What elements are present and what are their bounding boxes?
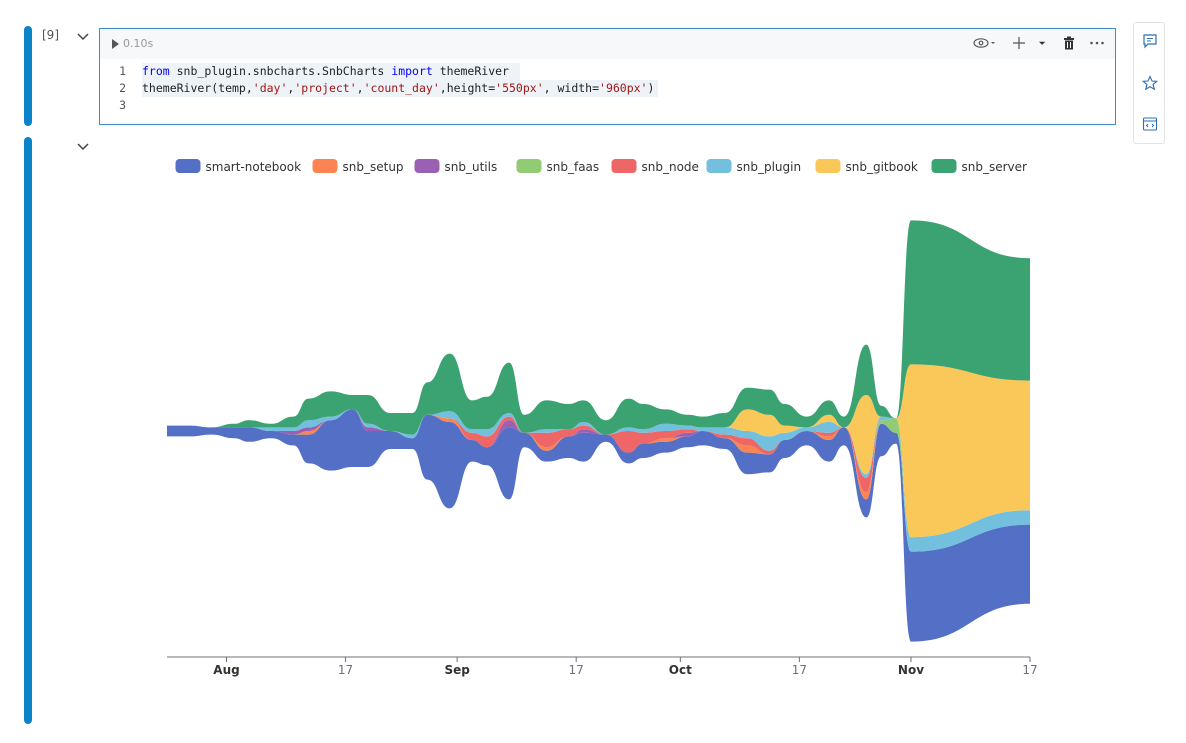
code-token: , [356,81,364,95]
stream-snb_plugin[interactable] [167,409,1030,552]
legend-label: snb_server [962,160,1028,174]
code-icon[interactable] [1142,116,1158,132]
x-tick-label: 17 [792,663,807,677]
code-token: 'day' [252,81,288,95]
code-line[interactable]: 2 themeRiver(temp,'day','project','count_… [100,80,1115,97]
legend-item[interactable]: snb_gitbook [815,159,918,174]
stream-smart-notebook[interactable] [167,409,1030,642]
code-token: , width= [543,81,600,95]
caret-down-icon[interactable] [1039,35,1049,51]
legend-swatch [516,159,542,173]
line-number: 2 [119,81,126,95]
stream-snb_gitbook[interactable] [167,364,1030,538]
legend-label: snb_node [642,160,699,174]
output-selection-bar[interactable] [24,137,32,724]
legend-item[interactable]: snb_faas [516,159,600,174]
x-tick-label: 17 [338,663,353,677]
eye-icon[interactable] [973,35,989,51]
legend-item[interactable]: smart-notebook [175,159,302,174]
more-icon[interactable] [1089,35,1105,51]
code-text: themeRiver(temp,'day','project','count_d… [142,80,659,97]
caret-down-icon[interactable] [991,35,999,51]
legend-swatch [611,159,637,173]
legend-swatch [815,159,841,173]
stream-snb_server[interactable] [167,220,1030,435]
code-token: import [391,64,433,78]
line-number: 3 [119,98,126,112]
legend-item[interactable]: snb_plugin [706,159,802,174]
star-icon[interactable] [1142,75,1158,91]
legend-label: snb_gitbook [846,160,918,174]
legend-label: snb_plugin [737,160,802,174]
run-info: 0.10s [112,37,153,50]
comment-icon[interactable] [1142,33,1158,49]
x-tick-label: Nov [898,663,924,677]
legend-swatch [175,159,201,173]
code-token: themeRiver [432,64,516,78]
cell-toolbar-icons [973,35,1105,51]
legend-label: snb_utils [445,160,498,174]
legend-item[interactable]: snb_utils [414,159,498,174]
code-cell[interactable]: 0.10s [99,28,1116,125]
legend-swatch [414,159,440,173]
code-token: '550px' [495,81,544,95]
code-line[interactable]: 3 [100,97,1115,114]
chevron-down-icon[interactable] [76,30,90,44]
code-text: from snb_plugin.snbcharts.SnbCharts impo… [142,63,520,80]
plus-icon[interactable] [1011,35,1027,51]
code-token: 'project' [294,81,357,95]
code-token: '960px' [599,81,648,95]
legend-swatch [312,159,338,173]
run-triangle-icon[interactable] [112,38,119,49]
code-token: , [287,81,295,95]
code-token: ) [647,81,655,95]
run-time: 0.10s [123,37,154,50]
legend-swatch [706,159,732,173]
code-line[interactable]: 1 from snb_plugin.snbcharts.SnbCharts imp… [100,63,1115,80]
chart-streams [167,220,1030,642]
x-tick-label: Aug [213,663,239,677]
chart-legend: smart-notebook snb_setup snb_utils snb_faas… [175,159,1028,174]
code-token: themeRiver(temp, [142,81,253,95]
cell-selection-bar[interactable] [24,26,32,126]
code-editor[interactable]: 1 from snb_plugin.snbcharts.SnbCharts imp… [100,63,1115,114]
x-axis: Aug 17 Sep 17 Oct 17 Nov 17 [167,656,1038,677]
legend-label: snb_setup [343,160,404,174]
code-token: from [142,64,170,78]
x-tick-label: Oct [669,663,692,677]
legend-item[interactable]: snb_setup [312,159,404,174]
legend-item[interactable]: snb_node [611,159,699,174]
code-token: 'count_day' [363,81,440,95]
x-tick-label: 17 [1022,663,1037,677]
legend-item[interactable]: snb_server [931,159,1028,174]
legend-label: smart-notebook [206,160,302,174]
x-tick-label: Sep [444,663,470,677]
side-panel [1133,22,1165,144]
cell-toolbar: 0.10s [100,29,1115,59]
legend-swatch [931,159,957,173]
execution-count: [9] [42,28,59,42]
line-number: 1 [119,64,126,78]
trash-icon[interactable] [1061,35,1077,51]
code-token: ,height= [439,81,496,95]
code-token: snb_plugin.snbcharts.SnbCharts [169,64,392,78]
x-tick-label: 17 [569,663,584,677]
legend-label: snb_faas [547,160,600,174]
chevron-down-icon[interactable] [76,140,90,154]
